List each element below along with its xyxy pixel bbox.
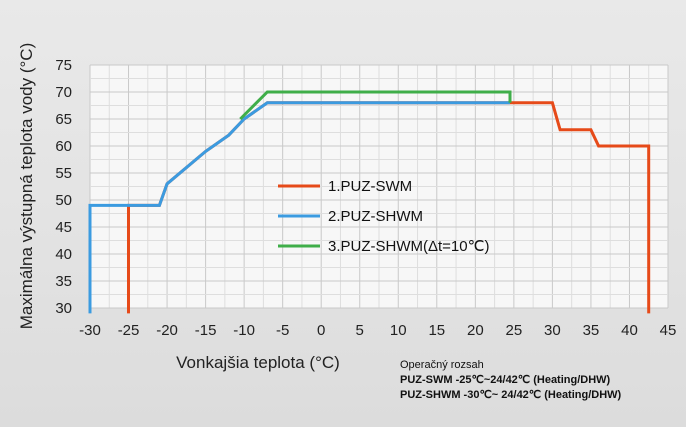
note-title: Operačný rozsah — [400, 359, 484, 371]
note-line-swm: PUZ-SWM -25℃~24/42℃ (Heating/DHW) — [400, 374, 611, 386]
legend: 1.PUZ-SWM 2.PUZ-SHWM 3.PUZ-SHWM(Δt=10℃) — [278, 178, 489, 255]
legend-label-2: 2.PUZ-SHWM — [328, 208, 423, 225]
x-tick-label: -20 — [156, 322, 178, 339]
series-lines — [88, 90, 651, 314]
y-tick-label: 60 — [55, 138, 72, 155]
x-tick-labels: -30 -25 -20 -15 -10 -5 0 5 10 15 20 25 30 35 40 45 — [79, 322, 676, 339]
x-tick-label: -5 — [276, 322, 289, 339]
x-tick-label: 5 — [356, 322, 364, 339]
x-tick-label: 25 — [506, 322, 523, 339]
x-axis-title: Vonkajšia teplota (°C) — [176, 353, 340, 372]
x-tick-label: -10 — [233, 322, 255, 339]
y-tick-label: 50 — [55, 192, 72, 209]
y-tick-label: 75 — [55, 57, 72, 74]
x-tick-label: -15 — [195, 322, 217, 339]
x-tick-label: 30 — [544, 322, 561, 339]
x-tick-label: 20 — [467, 322, 484, 339]
x-tick-label: 10 — [390, 322, 407, 339]
y-tick-label: 45 — [55, 219, 72, 236]
series-line-2 — [88, 101, 510, 314]
y-tick-label: 35 — [55, 273, 72, 290]
x-tick-label: 15 — [428, 322, 445, 339]
y-axis-title: Maximálna výstupná teplota vody (°C) — [17, 43, 36, 329]
series-line-3 — [239, 90, 512, 121]
legend-label-1: 1.PUZ-SWM — [328, 178, 412, 195]
y-tick-label: 40 — [55, 246, 72, 263]
legend-label-3: 3.PUZ-SHWM(Δt=10℃) — [328, 238, 489, 255]
y-tick-label: 70 — [55, 84, 72, 101]
note-line-shwm: PUZ-SHWM -30℃~ 24/42℃ (Heating/DHW) — [400, 389, 622, 401]
x-tick-label: 0 — [317, 322, 325, 339]
x-tick-label: 45 — [660, 322, 677, 339]
operating-range-note: Operačný rozsah PUZ-SWM -25℃~24/42℃ (Hea… — [400, 358, 621, 403]
y-tick-label: 65 — [55, 111, 72, 128]
x-tick-label: -30 — [79, 322, 101, 339]
x-tick-label: 35 — [583, 322, 600, 339]
y-tick-label: 55 — [55, 165, 72, 182]
y-tick-labels: 30 35 40 45 50 55 60 65 70 75 — [55, 57, 72, 317]
x-tick-label: 40 — [621, 322, 638, 339]
x-tick-label: -25 — [118, 322, 140, 339]
y-tick-label: 30 — [55, 300, 72, 317]
